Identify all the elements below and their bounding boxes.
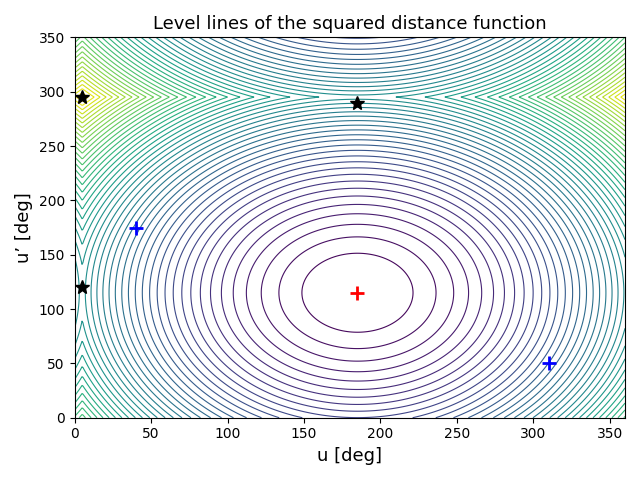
X-axis label: u [deg]: u [deg] <box>317 447 382 465</box>
Y-axis label: u’ [deg]: u’ [deg] <box>15 192 33 263</box>
Title: Level lines of the squared distance function: Level lines of the squared distance func… <box>153 15 547 33</box>
